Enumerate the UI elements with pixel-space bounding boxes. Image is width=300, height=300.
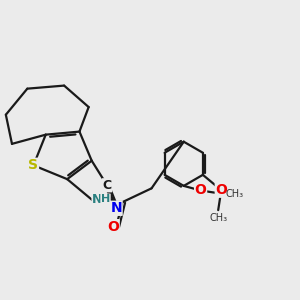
Text: O: O xyxy=(195,184,206,197)
Text: O: O xyxy=(215,183,227,197)
Text: N: N xyxy=(110,201,122,215)
Text: CH₃: CH₃ xyxy=(209,213,227,223)
Text: N: N xyxy=(92,193,102,206)
Text: H: H xyxy=(101,194,110,204)
Text: O: O xyxy=(107,220,119,234)
Text: C: C xyxy=(103,179,112,192)
Text: CH₃: CH₃ xyxy=(225,189,243,199)
Text: S: S xyxy=(28,158,38,172)
